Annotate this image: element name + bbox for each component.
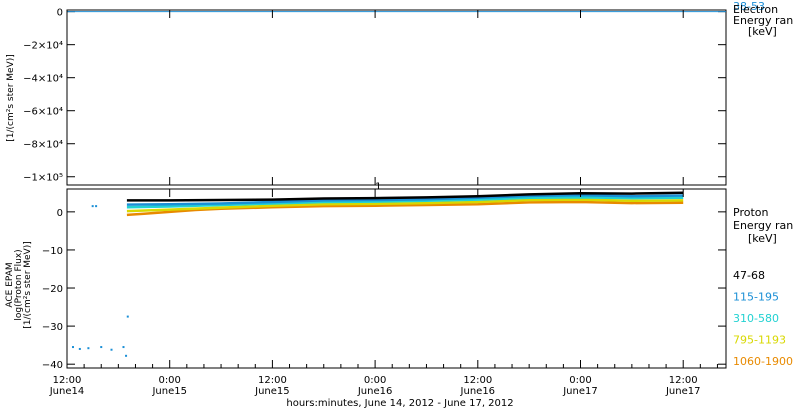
proton-series-line	[126, 196, 684, 209]
x-tick-time: 0:00	[364, 375, 386, 386]
x-tick-day: June15	[254, 386, 290, 397]
x-tick-time: 12:00	[463, 375, 492, 386]
electron-y-tick-label: 0	[57, 8, 63, 19]
proton-scatter-point	[125, 354, 128, 357]
electron-legend-energy: Energy ran	[733, 14, 793, 27]
proton-legend-item: 310-580	[733, 312, 779, 325]
proton-y-axis: 0 −10 −20 −30 −40	[42, 208, 726, 371]
x-tick-day: June17	[665, 386, 701, 397]
electron-plot-frame	[66, 9, 727, 186]
proton-scatter-point	[95, 205, 98, 208]
electron-y-tick-label: −1×10⁵	[23, 173, 63, 184]
proton-y-title-line1: ACE EPAM	[5, 262, 15, 307]
x-tick-day: June16	[357, 386, 393, 397]
proton-series	[126, 191, 684, 217]
x-tick-time: 12:00	[669, 375, 698, 386]
x-tick-time: 12:00	[53, 375, 82, 386]
electron-y-axis: 0 −2×10⁴ −4×10⁴ −6×10⁴ −8×10⁴ −1×10⁵	[23, 8, 726, 184]
proton-legend-item: 47-68	[733, 269, 765, 282]
proton-scatter-point	[126, 315, 129, 318]
electron-panel: 0 −2×10⁴ −4×10⁴ −6×10⁴ −8×10⁴ −1×10⁵ [1/(cm²s…	[6, 0, 793, 186]
electron-y-tick-label: −8×10⁴	[23, 140, 63, 151]
x-tick-day: June16	[460, 386, 496, 397]
electron-y-tick-label: −4×10⁴	[23, 74, 63, 85]
proton-y-tick-label: −30	[42, 322, 63, 333]
proton-series-line	[126, 193, 684, 206]
x-tick-time: 0:00	[569, 375, 591, 386]
proton-scatter-point	[100, 346, 103, 349]
electron-y-tick-label: −2×10⁴	[23, 41, 63, 52]
proton-y-tick-label: 0	[57, 208, 63, 219]
proton-y-tick-label: −40	[42, 360, 63, 371]
electron-y-tick-label: −6×10⁴	[23, 107, 63, 118]
proton-panel: 0 −10 −20 −30 −40 1 ACE EPAM log(Proton Flux…	[5, 181, 793, 371]
proton-series-line	[126, 200, 684, 217]
proton-legend-title: Proton	[733, 206, 768, 219]
proton-scattered-points	[71, 205, 129, 357]
proton-y-title-line3: [1/(cm²s ster MeV)]	[23, 241, 33, 328]
proton-legend-item: 795-1193	[733, 334, 786, 347]
electron-legend-overlap: 38-53	[733, 0, 765, 13]
electron-legend-title: Electron	[733, 3, 778, 16]
electron-legend: 38-53 Electron Energy ran [keV]	[733, 0, 793, 38]
x-tick-time: 0:00	[158, 375, 180, 386]
x-tick-day: June17	[562, 386, 598, 397]
proton-legend-unit: [keV]	[748, 232, 777, 245]
proton-legend-item: 115-195	[733, 291, 779, 304]
proton-series-line	[126, 198, 684, 213]
proton-y-tick-label: −20	[42, 284, 63, 295]
x-tick-time: 12:00	[258, 375, 287, 386]
proton-y-tick-label: −10	[42, 246, 63, 257]
electron-y-axis-title: [1/(cm²s ster MeV)]	[6, 54, 16, 141]
proton-scatter-point	[87, 347, 90, 350]
proton-y-title-line2: log(Proton Flux)	[14, 249, 24, 320]
proton-legend: Proton Energy ran [keV] 47-68 115-195 310-…	[733, 206, 793, 368]
time-x-axis: 12:00June140:00June1512:00June150:00June…	[49, 10, 718, 397]
proton-legend-energy: Energy ran	[733, 219, 793, 232]
proton-scatter-point	[71, 346, 74, 349]
proton-plot-frame	[66, 188, 727, 369]
electron-legend-unit: [keV]	[748, 25, 777, 38]
x-tick-day: June14	[49, 386, 85, 397]
proton-legend-item: 1060-1900	[733, 355, 793, 368]
x-tick-day: June15	[151, 386, 187, 397]
proton-scatter-point	[110, 348, 113, 351]
proton-scatter-point	[122, 346, 125, 349]
x-axis-title: hours:minutes, June 14, 2012 - June 17, …	[286, 398, 513, 409]
proton-series-line	[126, 191, 684, 202]
proton-annotation: 1	[375, 181, 381, 192]
proton-y-axis-title: ACE EPAM log(Proton Flux) [1/(cm²s ster …	[5, 241, 33, 328]
proton-legend-items: 47-68 115-195 310-580 795-1193 1060-1900	[733, 269, 793, 368]
proton-scatter-point	[78, 347, 81, 350]
proton-scatter-point	[91, 205, 94, 208]
